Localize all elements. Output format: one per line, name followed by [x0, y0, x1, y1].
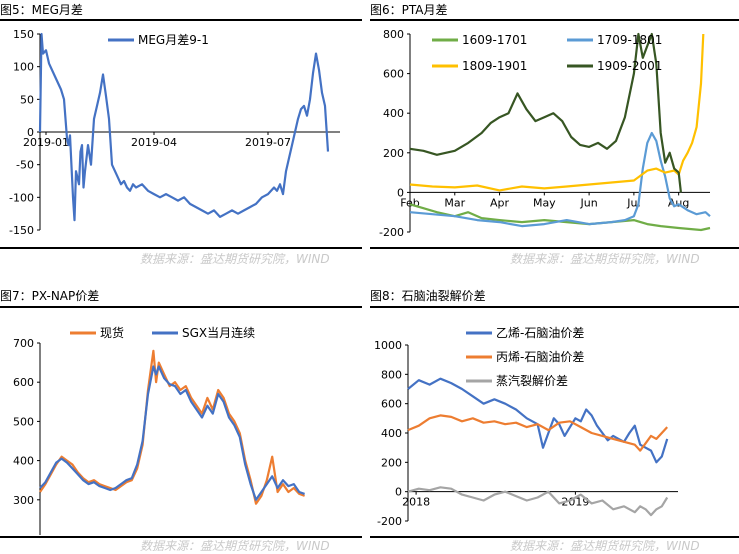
- y-tick-label: 50: [20, 93, 34, 106]
- chart-pxnap: 70060050040030020020182019现货SGX当月连续: [13, 325, 305, 535]
- source-note-pta: 数据来源：盛达期货研究院，WIND: [510, 252, 700, 266]
- legend-label-0: 1609-1701: [462, 33, 527, 47]
- y-tick-label: -150: [9, 224, 34, 237]
- x-tick-label: Mar: [444, 196, 465, 209]
- y-tick-label: 1000: [374, 339, 402, 352]
- source-note-pxnap: 数据来源：盛达期货研究院，WIND: [140, 539, 330, 553]
- series-line-1: [409, 131, 711, 228]
- chart-title-naph: 图8：石脑油裂解价差: [370, 289, 486, 303]
- y-tick-label: -200: [379, 226, 404, 239]
- y-tick-label: 500: [13, 415, 34, 428]
- y-tick-label: -100: [9, 191, 34, 204]
- footer-rule-right: [370, 536, 739, 538]
- y-tick-label: -50: [16, 159, 34, 172]
- y-tick-label: 200: [381, 456, 402, 469]
- x-tick-label: May: [533, 196, 556, 209]
- series-line-1: [39, 365, 305, 501]
- x-tick-label: Feb: [400, 196, 419, 209]
- y-tick-label: 150: [13, 28, 34, 41]
- footer-rule-left: [0, 536, 362, 538]
- series-line-1: [407, 414, 669, 452]
- bottom-rule-left: [0, 247, 362, 249]
- mid-rule-right: [370, 306, 739, 308]
- legend-label-3: 1909-2001: [597, 59, 662, 73]
- y-tick-label: 0: [397, 186, 404, 199]
- x-tick-label: 2019-04: [131, 136, 177, 149]
- y-tick-label: 0: [27, 126, 34, 139]
- y-tick-label: 600: [13, 376, 34, 389]
- y-tick-label: 400: [383, 107, 404, 120]
- legend-label-1: SGX当月连续: [182, 325, 255, 340]
- y-tick-label: 300: [13, 494, 34, 507]
- x-tick-label: 2018: [402, 496, 430, 509]
- legend-label-0: 现货: [100, 325, 124, 340]
- y-tick-label: 400: [381, 427, 402, 440]
- chart-title-pxnap: 图7：PX-NAP价差: [0, 289, 100, 303]
- y-tick-label: 100: [13, 61, 34, 74]
- x-tick-label: Jun: [580, 196, 598, 209]
- legend-label-2: 蒸汽裂解价差: [496, 373, 568, 388]
- chart-title-meg: 图5：MEG月差: [0, 3, 83, 17]
- series-line-0: [39, 349, 305, 505]
- legend-label-2: 1809-1901: [462, 59, 527, 73]
- legend-label-0: 乙烯-石脑油价差: [496, 326, 584, 340]
- y-tick-label: 600: [381, 398, 402, 411]
- y-tick-label: 200: [383, 147, 404, 160]
- chart-title-pta: 图6：PTA月差: [370, 3, 448, 17]
- source-note-naph: 数据来源：盛达期货研究院，WIND: [510, 539, 700, 553]
- series-line-2: [409, 33, 705, 192]
- x-tick-label: 2019: [561, 496, 589, 509]
- y-tick-label: 400: [13, 455, 34, 468]
- chart-meg: 150 100 50 0 -50 -100 -150 2019-01 2019-04 2019-0…: [9, 28, 340, 237]
- legend-label-1: 丙烯-石脑油价差: [496, 350, 584, 364]
- mid-rule-left: [0, 306, 362, 308]
- x-tick-label: 2019-07: [245, 136, 291, 149]
- x-tick-label: Apr: [490, 196, 510, 209]
- series-line-0: [407, 377, 669, 464]
- series-line-2: [407, 486, 669, 517]
- y-tick-label: 200: [13, 533, 34, 535]
- legend-label-1: 1709-1801: [597, 33, 662, 47]
- x-tick-label: 2019-01: [23, 136, 69, 149]
- series-line-0: [38, 32, 330, 222]
- bottom-rule-right: [370, 247, 739, 249]
- y-tick-label: -200: [377, 515, 402, 528]
- source-note-meg: 数据来源：盛达期货研究院，WIND: [140, 252, 330, 266]
- y-tick-label: 600: [383, 68, 404, 81]
- y-tick-label: 800: [381, 368, 402, 381]
- y-tick-label: 0: [395, 486, 402, 499]
- series-line-3: [409, 32, 682, 193]
- top-rule-left: [0, 19, 362, 21]
- y-tick-label: 800: [383, 28, 404, 41]
- legend-label-0: MEG月差9-1: [138, 33, 209, 47]
- top-rule-right: [370, 19, 739, 21]
- y-tick-label: 700: [13, 337, 34, 350]
